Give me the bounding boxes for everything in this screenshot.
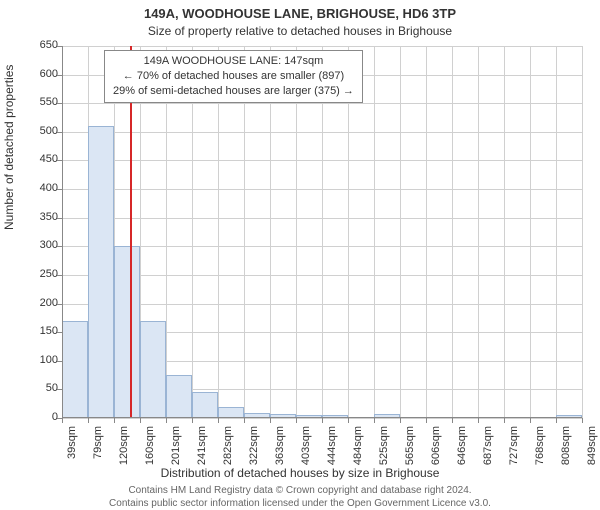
gridline-v [374,46,375,418]
x-tick-mark [374,418,375,423]
y-tick-mark [57,189,62,190]
plot-area: 149A WOODHOUSE LANE: 147sqm← 70% of deta… [62,46,582,418]
y-tick-mark [57,246,62,247]
y-tick-mark [57,304,62,305]
x-tick-label: 241sqm [196,426,208,470]
x-tick-mark [530,418,531,423]
x-tick-label: 849sqm [586,426,598,470]
histogram-bar [192,392,218,418]
x-tick-mark [556,418,557,423]
y-tick-mark [57,160,62,161]
y-tick-label: 600 [28,68,58,80]
x-tick-label: 120sqm [118,426,130,470]
x-tick-mark [504,418,505,423]
x-tick-label: 403sqm [300,426,312,470]
annotation-line: 29% of semi-detached houses are larger (… [113,84,354,99]
y-tick-label: 550 [28,96,58,108]
y-tick-mark [57,132,62,133]
y-tick-label: 50 [28,382,58,394]
x-tick-mark [114,418,115,423]
y-tick-label: 500 [28,125,58,137]
histogram-bar [114,246,140,418]
x-tick-label: 606sqm [430,426,442,470]
chart-title-main: 149A, WOODHOUSE LANE, BRIGHOUSE, HD6 3TP [0,6,600,21]
gridline-v [452,46,453,418]
x-tick-mark [478,418,479,423]
histogram-bar [166,375,192,418]
x-tick-mark [426,418,427,423]
y-tick-mark [57,75,62,76]
x-tick-mark [322,418,323,423]
footer-line-1: Contains HM Land Registry data © Crown c… [0,484,600,497]
y-tick-label: 0 [28,411,58,423]
y-tick-label: 650 [28,39,58,51]
y-tick-label: 100 [28,354,58,366]
x-tick-label: 282sqm [222,426,234,470]
x-tick-label: 79sqm [92,426,104,470]
x-tick-mark [192,418,193,423]
y-tick-mark [57,103,62,104]
chart-title-sub: Size of property relative to detached ho… [0,24,600,38]
x-tick-mark [582,418,583,423]
histogram-bar [140,321,166,418]
y-tick-label: 350 [28,211,58,223]
annotation-box: 149A WOODHOUSE LANE: 147sqm← 70% of deta… [104,50,363,103]
x-tick-label: 160sqm [144,426,156,470]
gridline-v [478,46,479,418]
y-tick-mark [57,275,62,276]
chart-footer: Contains HM Land Registry data © Crown c… [0,484,600,510]
x-tick-mark [166,418,167,423]
gridline-v [582,46,583,418]
x-tick-mark [296,418,297,423]
y-tick-label: 400 [28,182,58,194]
histogram-bar [62,321,88,418]
x-tick-label: 646sqm [456,426,468,470]
x-tick-label: 201sqm [170,426,182,470]
x-tick-label: 39sqm [66,426,78,470]
x-tick-mark [88,418,89,423]
annotation-line: ← 70% of detached houses are smaller (89… [113,69,354,84]
chart-container: 149A, WOODHOUSE LANE, BRIGHOUSE, HD6 3TP… [0,0,600,500]
y-tick-mark [57,389,62,390]
x-tick-label: 565sqm [404,426,416,470]
y-tick-label: 300 [28,239,58,251]
annotation-line: 149A WOODHOUSE LANE: 147sqm [113,54,354,69]
y-tick-label: 450 [28,153,58,165]
x-tick-label: 363sqm [274,426,286,470]
y-tick-label: 150 [28,325,58,337]
gridline-v [400,46,401,418]
x-tick-label: 525sqm [378,426,390,470]
y-axis-label: Number of detached properties [2,65,16,230]
x-tick-label: 322sqm [248,426,260,470]
x-tick-mark [62,418,63,423]
x-tick-mark [452,418,453,423]
x-tick-label: 768sqm [534,426,546,470]
gridline-v [530,46,531,418]
gridline-v [504,46,505,418]
x-tick-label: 484sqm [352,426,364,470]
x-tick-label: 687sqm [482,426,494,470]
y-tick-label: 200 [28,297,58,309]
x-tick-label: 808sqm [560,426,572,470]
x-tick-mark [400,418,401,423]
footer-line-2: Contains public sector information licen… [0,497,600,510]
x-tick-mark [348,418,349,423]
gridline-v [426,46,427,418]
y-tick-label: 250 [28,268,58,280]
y-tick-mark [57,218,62,219]
x-tick-label: 727sqm [508,426,520,470]
x-tick-mark [218,418,219,423]
x-tick-label: 444sqm [326,426,338,470]
x-tick-mark [140,418,141,423]
x-tick-mark [270,418,271,423]
gridline-v [556,46,557,418]
histogram-bar [88,126,114,418]
y-tick-mark [57,332,62,333]
y-tick-mark [57,361,62,362]
y-tick-mark [57,46,62,47]
x-tick-mark [244,418,245,423]
